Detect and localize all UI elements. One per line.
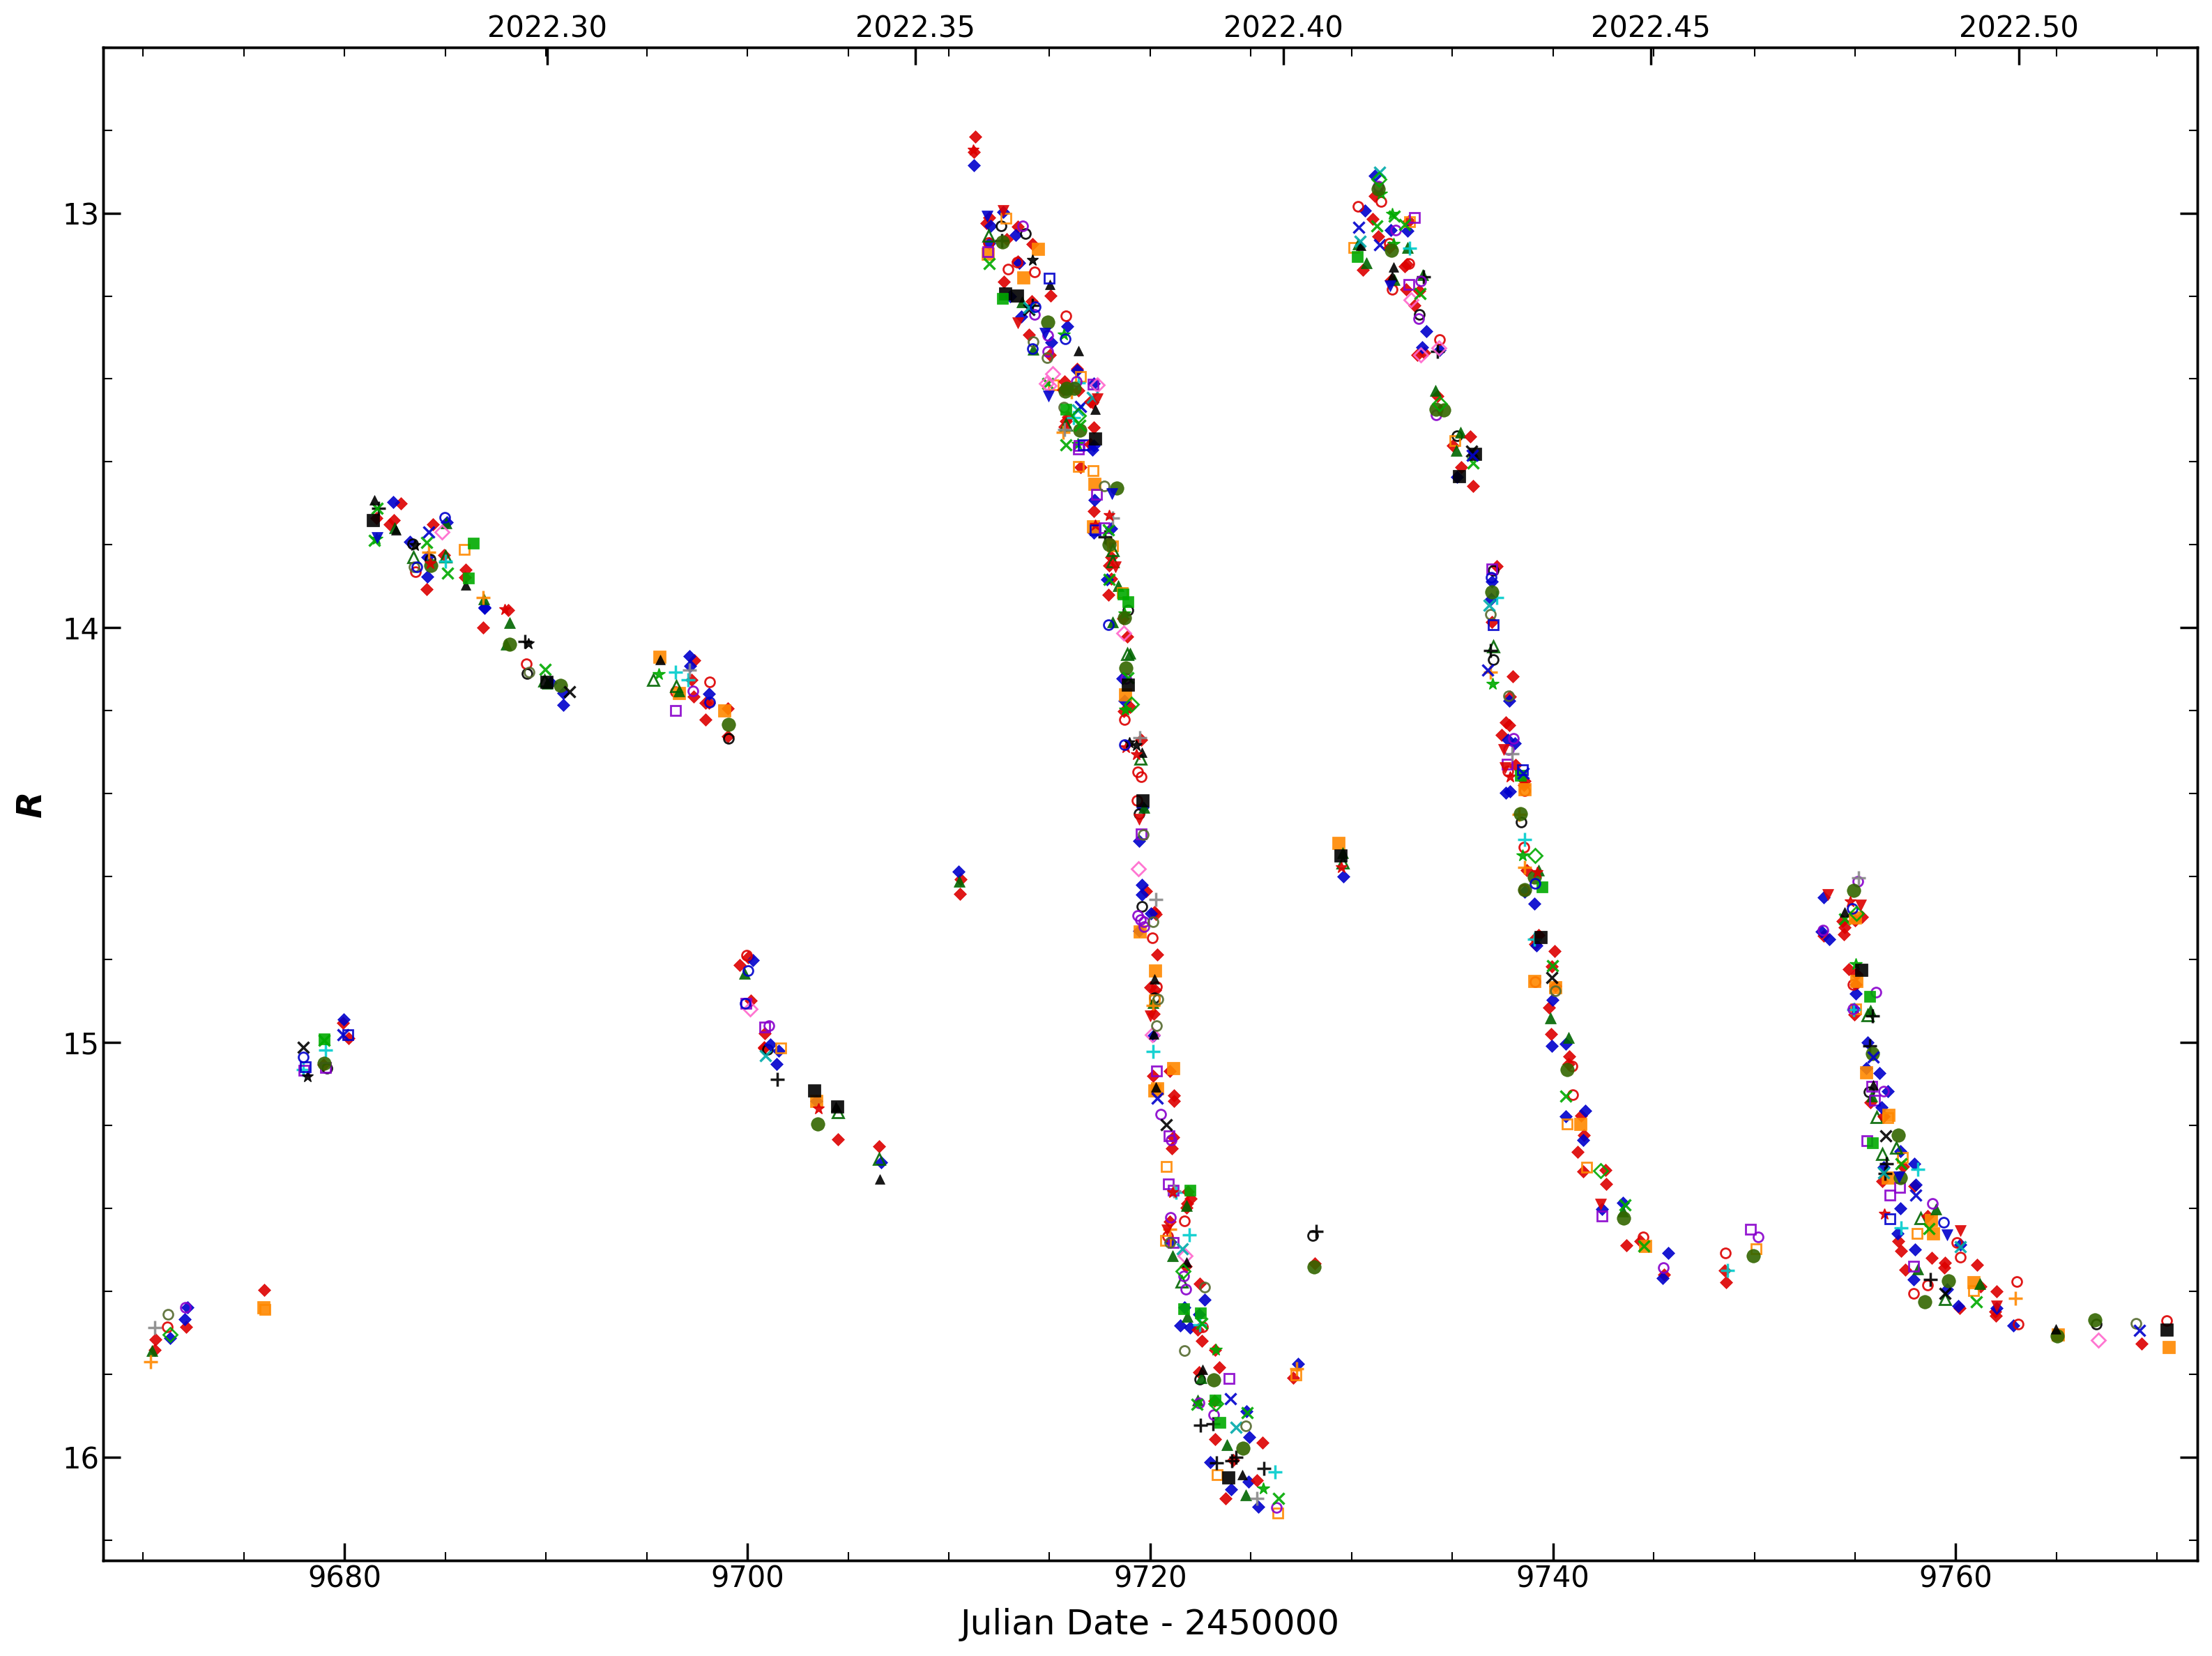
X-axis label: Julian Date - 2450000: Julian Date - 2450000 [960, 1608, 1340, 1641]
Y-axis label: R: R [15, 790, 49, 818]
